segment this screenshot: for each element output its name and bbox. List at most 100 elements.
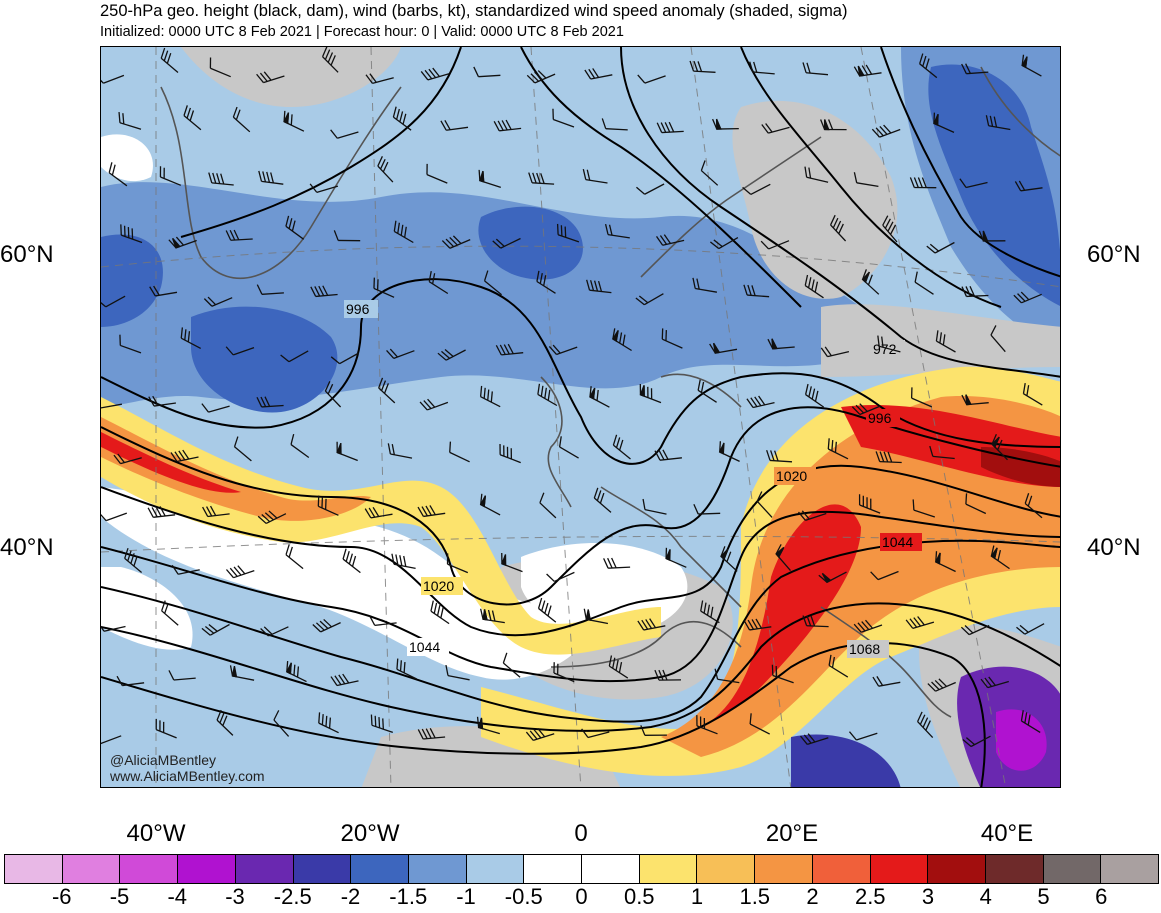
wind-barb (635, 293, 664, 306)
wind-barb (689, 60, 716, 73)
wind-barb (978, 230, 1006, 242)
wind-barb (148, 395, 176, 407)
wind-barb (283, 110, 305, 132)
wind-barb (1014, 180, 1043, 192)
wind-barb (761, 123, 790, 134)
wind-barb (537, 597, 557, 623)
wind-barb (743, 284, 770, 298)
colorbar-swatch (62, 855, 121, 883)
colorbar-swatch (582, 855, 640, 883)
contour-label: 1020 (776, 468, 807, 484)
map-panel[interactable]: 996 972 996 1020 1044 1020 1044 1068 (100, 46, 1061, 788)
wind-barb (378, 377, 396, 404)
colorbar-swatch (524, 855, 583, 883)
wind-barb (330, 673, 359, 687)
map-graphic: 996 972 996 1020 1044 1020 1044 1068 (101, 47, 1060, 787)
wind-barb (417, 728, 446, 740)
wind-barb (441, 235, 471, 249)
lat-label-40n-right: 40°N (1087, 534, 1141, 561)
wind-barb (168, 670, 196, 681)
wind-barb (161, 600, 179, 626)
wind-barb (608, 655, 629, 679)
wind-barb (582, 168, 608, 184)
colorbar-tick-label: 1 (690, 884, 704, 909)
wind-barb (756, 491, 773, 518)
map-subtitle: Initialized: 0000 UTC 8 Feb 2021 | Forec… (100, 24, 624, 40)
wind-barb (225, 346, 255, 356)
wind-barb (280, 350, 309, 363)
wind-barb (766, 450, 793, 463)
wind-barb (257, 510, 287, 525)
wind-barb (116, 675, 145, 687)
wind-barb (926, 241, 955, 254)
wind-barb (101, 735, 122, 745)
wind-barb (933, 112, 955, 133)
wind-barb (233, 436, 252, 462)
wind-barb (180, 327, 202, 349)
colorbar-tick-label: -1 (456, 884, 476, 909)
wind-barb (1016, 623, 1045, 635)
wind-barb (480, 608, 505, 624)
colorbar-tick-label: -6 (51, 884, 72, 909)
wind-barb (108, 162, 128, 187)
wind-barb (601, 118, 628, 131)
wind-barb (324, 381, 342, 408)
wind-barb (476, 716, 500, 735)
graticule (101, 47, 1060, 787)
wind-barb (853, 64, 882, 77)
colorbar-swatch (870, 855, 929, 883)
strong-negative-anomaly-region (791, 734, 901, 787)
wind-barb (285, 544, 304, 570)
wind-barb (851, 403, 881, 416)
wind-barb (420, 67, 450, 81)
wind-barb (961, 394, 989, 406)
wind-barb (546, 571, 575, 583)
contour-label: 972 (873, 341, 897, 357)
wind-barb (209, 57, 231, 78)
wind-barb (665, 547, 687, 568)
wind-barb (528, 172, 555, 185)
wind-barb (709, 342, 738, 354)
wind-barb (479, 493, 501, 516)
colorbar-tick-label: 1.5 (739, 884, 771, 909)
wind-barb (872, 676, 901, 687)
wind-barb (526, 70, 556, 84)
wind-barb (160, 47, 179, 73)
wind-barb (583, 608, 609, 625)
wind-barb (720, 546, 738, 572)
wind-barb (310, 285, 338, 298)
wind-barb (377, 156, 394, 183)
contour-label: 996 (868, 410, 892, 426)
wind-barb (746, 395, 775, 409)
colorbar-tick-label: 5 (1037, 884, 1050, 909)
wind-barb (101, 295, 126, 308)
wind-barb (449, 441, 470, 463)
wind-barb (828, 654, 849, 678)
wind-barb (818, 571, 847, 584)
wind-barb (797, 510, 827, 521)
wind-barb (548, 344, 578, 356)
neutral-region (732, 100, 898, 299)
colorbar-tick-label: -1.5 (389, 884, 428, 909)
wind-barb (285, 215, 305, 240)
wind-barb (743, 618, 772, 631)
wind-barb (309, 183, 339, 193)
wind-barb (875, 451, 902, 464)
wind-barb (113, 453, 142, 465)
wind-barb (321, 47, 339, 73)
wind-barb (101, 622, 126, 632)
wind-barb (1013, 291, 1042, 304)
contour-label: 1044 (409, 639, 440, 655)
wind-barb (312, 618, 341, 633)
colorbar-swatch (178, 855, 236, 883)
wind-barb (693, 503, 721, 515)
zero-anomaly-region (101, 567, 193, 650)
wind-barb (478, 169, 501, 189)
wind-barb (912, 499, 936, 518)
colorbar-tick-label: -0.5 (504, 884, 543, 909)
wind-barb (473, 66, 501, 78)
contour-label: 1020 (423, 578, 454, 594)
wind-barb (991, 434, 1008, 461)
wind-barb (159, 166, 182, 186)
wind-barb (714, 668, 740, 684)
